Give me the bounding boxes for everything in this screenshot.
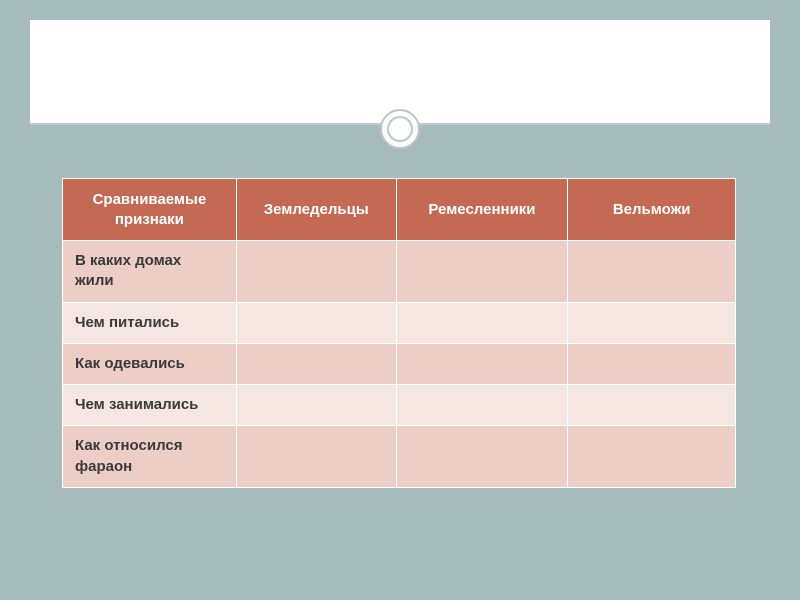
table-cell bbox=[236, 343, 396, 384]
row-label: Как относился фараон bbox=[63, 426, 237, 488]
decorative-ring bbox=[380, 109, 420, 149]
table-row: Чем питались bbox=[63, 302, 736, 343]
table-cell bbox=[568, 426, 736, 488]
table-row: В каких домах жили bbox=[63, 241, 736, 303]
table-cell bbox=[568, 302, 736, 343]
table-cell bbox=[396, 241, 568, 303]
table-cell bbox=[396, 302, 568, 343]
table-cell bbox=[236, 302, 396, 343]
table-cell bbox=[396, 385, 568, 426]
table-row: Как относился фараон bbox=[63, 426, 736, 488]
row-label: Чем питались bbox=[63, 302, 237, 343]
table-row: Чем занимались bbox=[63, 385, 736, 426]
col-header-criteria: Сравниваемые признаки bbox=[63, 179, 237, 241]
table-cell bbox=[236, 385, 396, 426]
table-cell bbox=[236, 426, 396, 488]
row-label: В каких домах жили bbox=[63, 241, 237, 303]
row-label: Чем занимались bbox=[63, 385, 237, 426]
table-row: Как одевались bbox=[63, 343, 736, 384]
col-header-farmers: Земледельцы bbox=[236, 179, 396, 241]
table-cell bbox=[396, 426, 568, 488]
comparison-table-wrap: Сравниваемые признаки Земледельцы Ремесл… bbox=[62, 178, 736, 488]
table-header-row: Сравниваемые признаки Земледельцы Ремесл… bbox=[63, 179, 736, 241]
row-label: Как одевались bbox=[63, 343, 237, 384]
decorative-ring-inner bbox=[387, 116, 413, 142]
col-header-artisans: Ремесленники bbox=[396, 179, 568, 241]
table-cell bbox=[568, 385, 736, 426]
comparison-table: Сравниваемые признаки Земледельцы Ремесл… bbox=[62, 178, 736, 488]
table-cell bbox=[568, 241, 736, 303]
table-body: В каких домах жили Чем питались Как одев… bbox=[63, 241, 736, 488]
table-cell bbox=[396, 343, 568, 384]
col-header-nobles: Вельможи bbox=[568, 179, 736, 241]
table-cell bbox=[568, 343, 736, 384]
table-cell bbox=[236, 241, 396, 303]
